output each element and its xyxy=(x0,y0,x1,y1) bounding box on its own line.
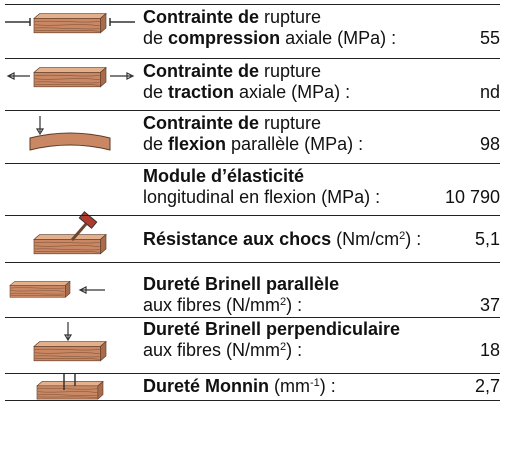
label-text: traction xyxy=(168,82,235,102)
label-text: (Nm/cm xyxy=(331,229,400,249)
value: 55 xyxy=(479,28,500,48)
text-line: Dureté Monnin (mm-1) : 2,7 xyxy=(143,376,500,397)
label-text: de xyxy=(143,28,169,48)
label-text: rupture xyxy=(259,7,322,27)
text-line: aux fibres (N/mm2) : 37 xyxy=(143,295,500,316)
label-text: parallèle (MPa) : xyxy=(226,134,364,154)
property-row: Résistance aux chocs (Nm/cm2) : 5,1 xyxy=(143,229,500,250)
label-text: Dureté Monnin xyxy=(143,376,269,396)
text-line: Contrainte de rupture xyxy=(143,61,500,82)
label-text: ) : xyxy=(405,229,422,249)
text-line: Module d’élasticité xyxy=(143,166,500,187)
label-text: longitudinal en flexion (MPa) : xyxy=(143,187,381,207)
value: 98 xyxy=(479,134,500,154)
text-line: Dureté Brinell parallèle xyxy=(143,274,500,295)
label-text: compression xyxy=(168,28,281,48)
text-line: Contrainte de rupture xyxy=(143,113,500,134)
label-text: rupture xyxy=(259,113,322,133)
separator xyxy=(5,317,500,318)
label-text: flexion xyxy=(168,134,227,154)
separator xyxy=(5,4,500,5)
superscript: 2 xyxy=(280,296,287,308)
value: 2,7 xyxy=(474,376,500,396)
label-text: Contrainte de xyxy=(143,61,260,81)
superscript: -1 xyxy=(309,377,320,389)
text-line: aux fibres (N/mm2) : 18 xyxy=(143,340,500,361)
text-line: de traction axiale (MPa) : nd xyxy=(143,82,500,103)
text-line: longitudinal en flexion (MPa) : 10 790 xyxy=(143,187,500,208)
label-text: Dureté Brinell parallèle xyxy=(143,274,340,294)
label-text: axiale (MPa) : xyxy=(234,82,351,102)
value: 10 790 xyxy=(444,187,500,207)
label-text: de xyxy=(143,82,169,102)
label-text: (mm xyxy=(269,376,310,396)
value: 18 xyxy=(479,340,500,360)
label-text: Contrainte de xyxy=(143,113,260,133)
property-row: Dureté Brinell parallèle aux fibres (N/mm… xyxy=(143,274,500,316)
property-row: Contrainte de rupture de traction axiale … xyxy=(143,61,500,103)
label-text: ) : xyxy=(319,376,336,396)
separator xyxy=(5,373,500,374)
property-row: Dureté Brinell perpendiculaire aux fibres… xyxy=(143,319,500,361)
property-row: Module d’élasticité longitudinal en flexi… xyxy=(143,166,500,208)
separator xyxy=(5,400,500,401)
text-line: de compression axiale (MPa) : 55 xyxy=(143,28,500,49)
icons xyxy=(5,13,135,400)
property-row: Contrainte de rupture de flexion parallèl… xyxy=(143,113,500,155)
separator xyxy=(5,215,500,216)
property-row: Dureté Monnin (mm-1) : 2,7 xyxy=(143,376,500,397)
text-line: Dureté Brinell perpendiculaire xyxy=(143,319,500,340)
property-row: Contrainte de rupture de compression axia… xyxy=(143,7,500,49)
label-text: aux fibres (N/mm xyxy=(143,340,281,360)
text-line: de flexion parallèle (MPa) : 98 xyxy=(143,134,500,155)
text-line: Résistance aux chocs (Nm/cm2) : 5,1 xyxy=(143,229,500,250)
text-line: Contrainte de rupture xyxy=(143,7,500,28)
label-text: Résistance aux chocs xyxy=(143,229,332,249)
label-text: Contrainte de xyxy=(143,7,260,27)
value: 37 xyxy=(479,295,500,315)
label-text: aux fibres (N/mm xyxy=(143,295,281,315)
label-text: Module d’élasticité xyxy=(143,166,305,186)
superscript: 2 xyxy=(399,230,406,242)
label-text: ) : xyxy=(286,295,303,315)
separator xyxy=(5,58,500,59)
value: nd xyxy=(479,82,500,102)
separator xyxy=(5,262,500,263)
label-text: de xyxy=(143,134,169,154)
value: 5,1 xyxy=(474,229,500,249)
label-text: axiale (MPa) : xyxy=(280,28,397,48)
label-text: Dureté Brinell perpendiculaire xyxy=(143,319,401,339)
separator xyxy=(5,110,500,111)
label-text: rupture xyxy=(259,61,322,81)
superscript: 2 xyxy=(280,341,287,353)
label-text: ) : xyxy=(286,340,303,360)
separator xyxy=(5,163,500,164)
